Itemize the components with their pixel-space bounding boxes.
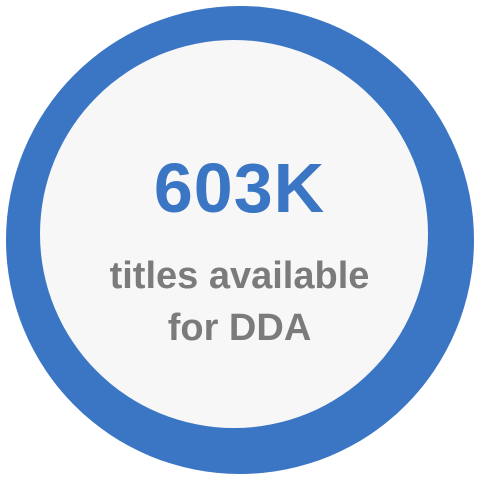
stat-caption-line-1: titles available	[109, 255, 370, 297]
stat-caption-line-2: for DDA	[167, 307, 312, 349]
badge-inner-circle	[40, 40, 428, 428]
stat-value: 603K	[153, 149, 326, 227]
stat-caption: titles available for DDA	[0, 250, 479, 354]
